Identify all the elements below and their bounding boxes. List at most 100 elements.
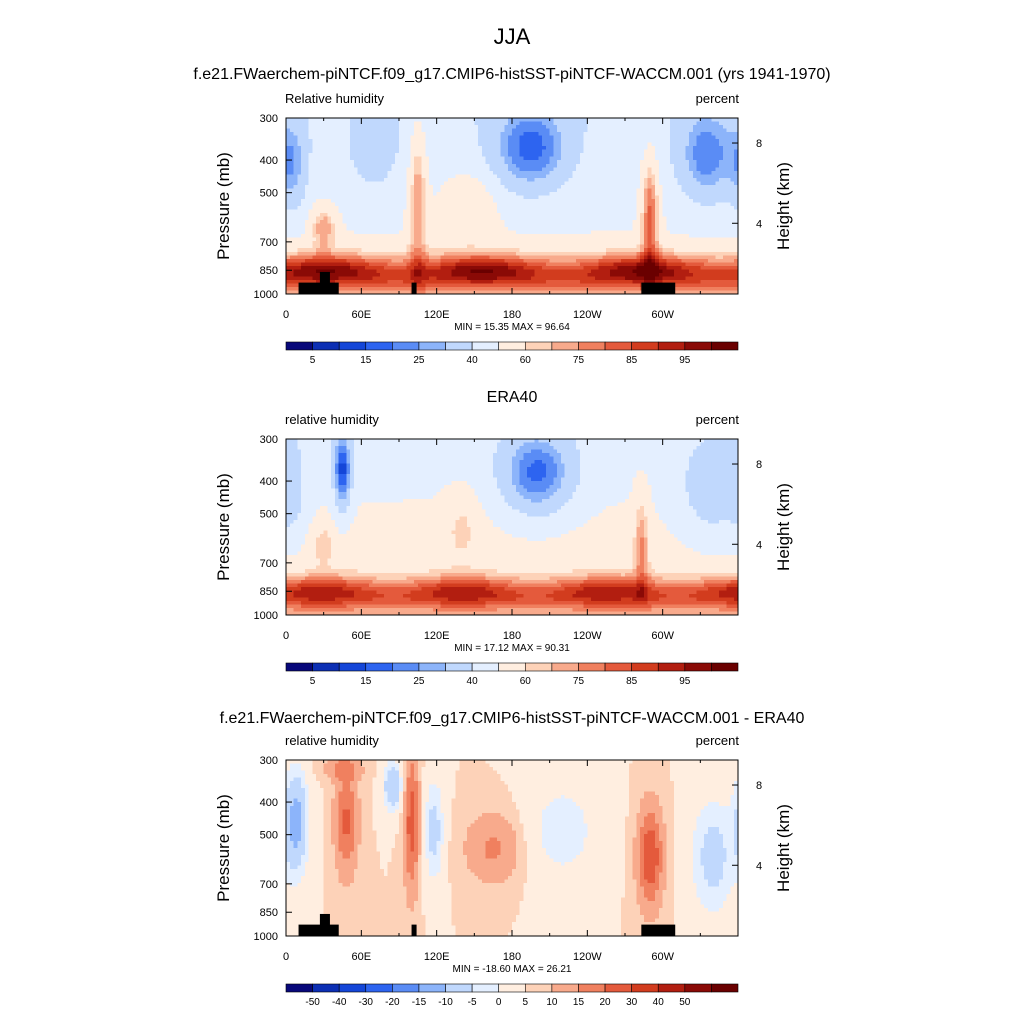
heatmap-cell bbox=[542, 220, 547, 225]
heatmap-cell bbox=[406, 234, 411, 239]
heatmap-cell bbox=[372, 220, 377, 225]
heatmap-cell bbox=[707, 184, 713, 189]
heatmap-cell bbox=[436, 188, 442, 193]
heatmap-cell bbox=[651, 251, 656, 256]
heatmap-cell bbox=[692, 223, 698, 228]
heatmap-cell bbox=[685, 160, 690, 165]
heatmap-cell bbox=[383, 132, 389, 137]
heatmap-cell bbox=[493, 121, 498, 126]
heatmap-cell bbox=[722, 209, 728, 214]
heatmap-cell bbox=[670, 258, 675, 263]
heatmap-cell bbox=[350, 181, 355, 186]
heatmap-cell bbox=[670, 191, 675, 197]
heatmap-cell bbox=[681, 177, 686, 182]
heatmap-cell bbox=[545, 135, 551, 140]
heatmap-cell bbox=[730, 135, 735, 140]
heatmap-cell bbox=[463, 174, 468, 179]
heatmap-cell bbox=[466, 118, 472, 123]
heatmap-cell bbox=[406, 237, 411, 242]
heatmap-cell bbox=[301, 177, 306, 182]
heatmap-cell bbox=[700, 160, 705, 165]
heatmap-cell bbox=[530, 241, 536, 246]
heatmap-cell bbox=[478, 188, 483, 193]
heatmap-cell bbox=[579, 170, 585, 175]
heatmap-cell bbox=[643, 118, 649, 123]
heatmap-cell bbox=[304, 118, 310, 123]
heatmap-cell bbox=[447, 174, 453, 179]
heatmap-cell bbox=[481, 160, 487, 165]
heatmap-cell bbox=[636, 206, 641, 211]
heatmap-cell bbox=[297, 184, 302, 189]
heatmap-cell bbox=[530, 128, 536, 133]
heatmap-cell bbox=[334, 209, 340, 214]
heatmap-cell bbox=[474, 230, 479, 235]
heatmap-cell bbox=[685, 213, 690, 218]
heatmap-cell bbox=[545, 202, 551, 207]
heatmap-cell bbox=[289, 216, 295, 221]
heatmap-cell bbox=[628, 156, 634, 161]
heatmap-cell bbox=[459, 163, 464, 168]
heatmap-cell bbox=[312, 251, 317, 256]
heatmap-cell bbox=[579, 251, 585, 256]
heatmap-cell bbox=[455, 132, 460, 137]
heatmap-cell bbox=[383, 195, 389, 200]
heatmap-cell bbox=[504, 209, 509, 214]
heatmap-cell bbox=[621, 258, 626, 263]
heatmap-cell bbox=[643, 244, 649, 249]
heatmap-cell bbox=[316, 181, 321, 186]
heatmap-cell bbox=[470, 156, 475, 161]
heatmap-cell bbox=[621, 227, 626, 232]
heatmap-cell bbox=[707, 248, 713, 253]
heatmap-cell bbox=[455, 160, 460, 165]
heatmap-cell bbox=[557, 248, 562, 253]
heatmap-cell bbox=[301, 244, 306, 249]
heatmap-cell bbox=[504, 160, 509, 165]
heatmap-cell bbox=[722, 191, 728, 197]
heatmap-cell bbox=[372, 213, 377, 218]
heatmap-cell bbox=[643, 177, 649, 182]
heatmap-cell bbox=[560, 248, 566, 253]
heatmap-cell bbox=[602, 209, 607, 214]
heatmap-cell bbox=[647, 237, 652, 242]
heatmap-cell bbox=[387, 184, 393, 189]
heatmap-cell bbox=[504, 244, 509, 249]
heatmap-cell bbox=[519, 230, 524, 235]
heatmap-cell bbox=[719, 177, 724, 182]
heatmap-cell bbox=[602, 220, 607, 225]
heatmap-cell bbox=[523, 118, 528, 123]
heatmap-cell bbox=[466, 244, 472, 249]
heatmap-cell bbox=[640, 128, 645, 133]
heatmap-cell bbox=[436, 223, 442, 228]
heatmap-cell bbox=[463, 248, 468, 253]
heatmap-cell bbox=[534, 132, 539, 137]
heatmap-cell bbox=[530, 244, 536, 249]
heatmap-cell bbox=[560, 142, 566, 147]
heatmap-cell bbox=[568, 223, 573, 228]
heatmap-cell bbox=[549, 135, 555, 140]
heatmap-cell bbox=[312, 191, 317, 197]
heatmap-cell bbox=[696, 227, 701, 232]
heatmap-cell bbox=[530, 142, 536, 147]
heatmap-cell bbox=[568, 170, 573, 175]
heatmap-cell bbox=[677, 234, 683, 239]
heatmap-cell bbox=[496, 163, 502, 168]
heatmap-cell bbox=[319, 262, 325, 267]
heatmap-cell bbox=[587, 135, 592, 140]
heatmap-cell bbox=[670, 125, 675, 130]
heatmap-cell bbox=[730, 209, 735, 214]
heatmap-cell bbox=[636, 227, 641, 232]
heatmap-cell bbox=[613, 160, 619, 165]
heatmap-cell bbox=[685, 244, 690, 249]
heatmap-cell bbox=[621, 216, 626, 221]
heatmap-cell bbox=[342, 191, 347, 197]
heatmap-cell bbox=[357, 146, 362, 151]
heatmap-cell bbox=[463, 227, 468, 232]
heatmap-cell bbox=[406, 206, 411, 211]
heatmap-cell bbox=[301, 202, 306, 207]
heatmap-cell bbox=[726, 202, 732, 207]
heatmap-cell bbox=[508, 139, 513, 144]
heatmap-cell bbox=[463, 258, 468, 263]
heatmap-cell bbox=[523, 163, 528, 168]
heatmap-cell bbox=[564, 209, 570, 214]
heatmap-cell bbox=[331, 202, 336, 207]
